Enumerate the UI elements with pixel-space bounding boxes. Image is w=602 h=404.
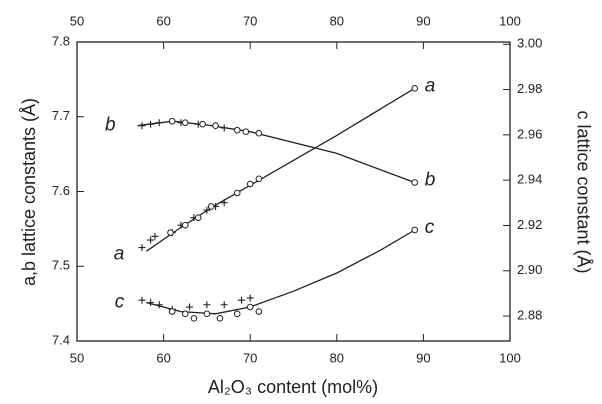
curve-label: a xyxy=(114,243,125,264)
point xyxy=(138,122,146,130)
point xyxy=(168,308,176,315)
point xyxy=(220,124,228,132)
curve-label: b xyxy=(105,115,116,136)
point xyxy=(411,85,419,92)
point xyxy=(242,128,250,135)
point xyxy=(138,244,146,252)
point xyxy=(233,126,241,134)
point xyxy=(411,226,419,234)
point xyxy=(238,296,246,304)
point xyxy=(255,175,263,183)
point xyxy=(181,221,189,229)
point xyxy=(203,206,211,214)
x-axis-title: Al₂O₃ content (mol%) xyxy=(208,377,378,397)
curve-label: c xyxy=(425,217,435,238)
y-axis-title: a,b lattice constants (Å) xyxy=(19,98,39,286)
point xyxy=(190,315,198,322)
point xyxy=(147,120,155,128)
fit-line xyxy=(146,229,416,315)
point xyxy=(167,229,174,236)
curve-label: c xyxy=(115,292,125,313)
point xyxy=(147,236,155,244)
point xyxy=(216,315,224,322)
y2-axis-title: c lattice constant (Å) xyxy=(573,110,593,273)
curve-label: a xyxy=(425,75,436,96)
point xyxy=(199,120,206,128)
x-top-tick-label: 90 xyxy=(416,13,430,28)
point xyxy=(138,296,146,304)
y2-tick-label: 2.94 xyxy=(517,172,542,187)
x-tick-label: 60 xyxy=(156,350,170,365)
point xyxy=(155,119,163,127)
y-tick-label: 7.5 xyxy=(52,258,70,273)
point xyxy=(194,214,202,221)
point xyxy=(246,180,254,188)
plot-frame xyxy=(76,41,511,342)
y-tick-label: 7.6 xyxy=(52,183,70,198)
point xyxy=(233,189,241,197)
x-tick-label: 50 xyxy=(70,350,84,365)
point xyxy=(212,122,219,130)
fit-line xyxy=(137,120,415,184)
point xyxy=(246,294,254,302)
y2-tick-label: 2.90 xyxy=(517,262,542,277)
x-tick-label: 70 xyxy=(243,350,257,365)
x-top-tick-label: 60 xyxy=(156,13,170,28)
y-tick-label: 7.4 xyxy=(52,332,70,347)
curve-label: b xyxy=(425,170,436,191)
y2-tick-label: 2.96 xyxy=(517,126,542,141)
point xyxy=(147,298,155,306)
y-tick-label: 7.8 xyxy=(52,33,70,48)
point xyxy=(181,119,189,127)
point xyxy=(246,303,254,311)
x-top-tick-label: 80 xyxy=(330,13,344,28)
point xyxy=(203,310,211,318)
x-top-tick-label: 100 xyxy=(499,13,521,28)
point xyxy=(181,310,189,318)
point xyxy=(255,129,263,137)
point xyxy=(155,301,163,309)
point xyxy=(203,301,211,309)
point xyxy=(207,203,215,210)
y2-tick-label: 2.88 xyxy=(517,308,542,323)
y2-tick-label: 2.92 xyxy=(517,217,542,232)
point xyxy=(411,179,419,186)
x-tick-label: 90 xyxy=(416,350,430,365)
y2-tick-label: 2.98 xyxy=(517,81,542,96)
x-top-tick-label: 70 xyxy=(243,13,257,28)
point xyxy=(233,310,241,318)
point xyxy=(220,301,228,309)
point xyxy=(220,199,228,207)
x-tick-label: 100 xyxy=(499,350,521,365)
x-top-tick-label: 50 xyxy=(70,13,84,28)
x-tick-label: 80 xyxy=(330,350,344,365)
point xyxy=(168,117,176,125)
y2-tick-label: 3.00 xyxy=(517,36,542,51)
point xyxy=(255,308,263,315)
point xyxy=(151,232,159,240)
y-tick-label: 7.7 xyxy=(52,108,70,123)
point xyxy=(186,303,194,311)
